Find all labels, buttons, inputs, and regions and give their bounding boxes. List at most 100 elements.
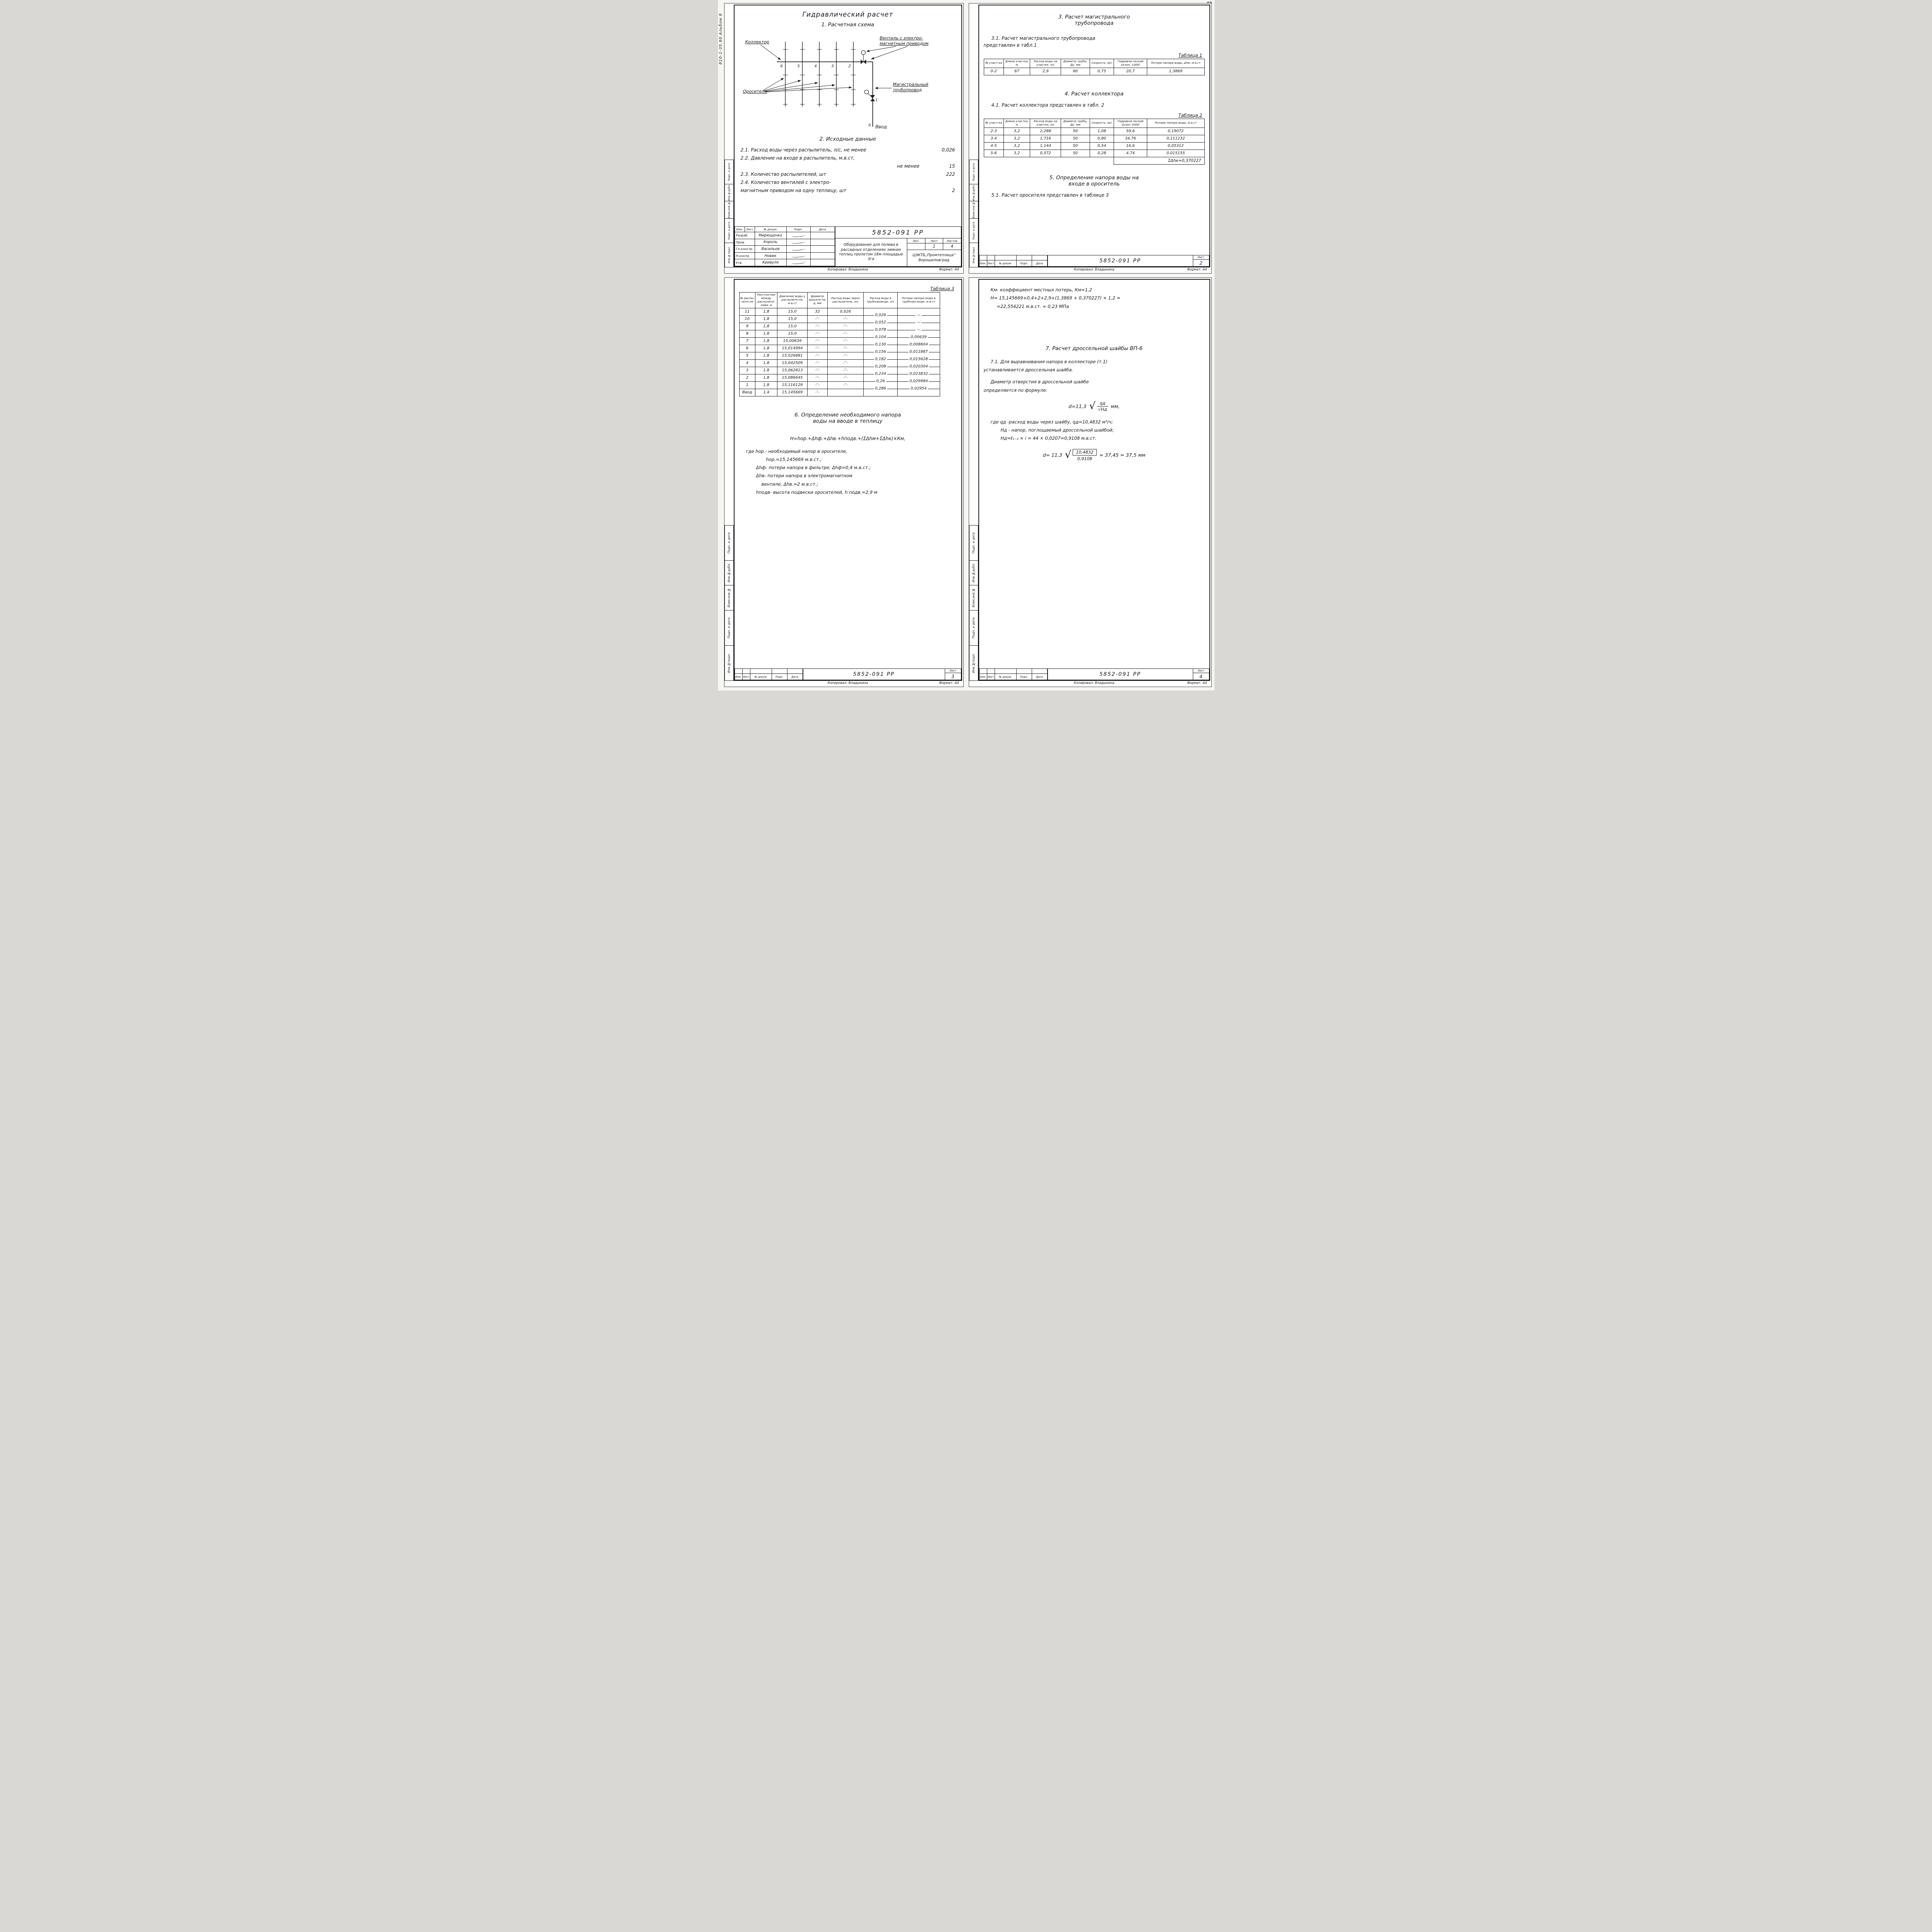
- signature: [786, 252, 811, 260]
- initial-data-list: 2.1. Расход воды через распылитель, л/с,…: [739, 146, 957, 195]
- table-row: Ввод 1,4 15,145669 -″-: [739, 388, 940, 396]
- cell: 1,716: [1030, 134, 1061, 143]
- section5-heading: 5. Определение напора воды на: [1049, 174, 1139, 181]
- cell: 15,0: [777, 322, 808, 330]
- drawing-frame: Таблица 3 № распы-лите-ля Расстоя-ние ме…: [733, 279, 962, 681]
- cell: 1,8: [755, 308, 778, 316]
- cell: 0,023832: [897, 366, 940, 376]
- cell: -″-: [827, 337, 864, 345]
- cell: 2,9: [1030, 67, 1061, 75]
- cell: 1,8: [755, 337, 778, 345]
- cell: 1,3869: [1146, 67, 1205, 75]
- svg-text:0: 0: [868, 123, 871, 128]
- table-header-row: № распы-лите-ля Расстоя-ние между распыл…: [739, 292, 940, 308]
- cell: 5: [739, 352, 756, 360]
- cell: 1,8: [755, 344, 778, 352]
- section6-heading: 6. Определение необходимого напора: [794, 412, 901, 418]
- cell: 15,0: [777, 315, 808, 323]
- section4-heading: 4. Расчет коллектора: [1065, 90, 1124, 97]
- side-stamp: Взам.инв.№: [969, 201, 978, 219]
- cell: 15,00639: [777, 337, 808, 345]
- cell: 0,54: [1089, 142, 1114, 150]
- cell: 3,2: [1003, 127, 1031, 135]
- table-header-row: № участ-ка Длина участка, м Расход воды …: [983, 59, 1205, 68]
- cell: 15,062813: [777, 366, 808, 374]
- orifice-diameter-formula: d=11,3 √ qд √Нд мм,: [1068, 400, 1120, 412]
- table-row: 4-5 3,2 1,144 50 0,54 16,6 0,05312: [983, 142, 1205, 150]
- side-stamp: Подп. и дата: [969, 159, 978, 184]
- cell: 4-5: [983, 142, 1004, 150]
- cell: 1,8: [755, 315, 778, 323]
- cell: 1,8: [755, 322, 778, 330]
- side-stamp: Подп. и дата: [969, 610, 978, 646]
- cell: 67: [1003, 67, 1031, 75]
- sprinkler-leaders: [762, 78, 852, 92]
- sheet-footer: Копировал: Владыкина Формат: А4: [1074, 268, 1207, 272]
- left-margin-stamps: Подп. и дата Инв.№дубл. Взам.инв.№ Подп.…: [724, 278, 734, 681]
- cell: 50: [1061, 134, 1090, 143]
- sheet-footer: Копировал: Владыкина Формат: А4: [827, 268, 959, 272]
- cell: 34,76: [1114, 134, 1147, 143]
- left-margin-stamps: Подп. и дата Инв.№дубл. Взам.инв.№ Подп.…: [969, 278, 978, 681]
- cell: -″-: [807, 330, 828, 338]
- cell: 2-3: [983, 127, 1004, 135]
- sheet-3: Подп. и дата Инв.№дубл. Взам.инв.№ Подп.…: [724, 277, 964, 687]
- side-stamp: Взам.инв.№: [969, 585, 978, 611]
- table-row: 3-4 3,2 1,716 50 0,80 34,76 0,111232: [983, 134, 1205, 143]
- cell: 4: [739, 359, 756, 367]
- side-stamp: Подп. и дата: [724, 159, 734, 184]
- orifice-diameter-calculation: d= 11,3 √ 10,4832 0,9108 = 37,45 ≈ 37,5 м…: [1043, 449, 1146, 461]
- cell: [827, 388, 864, 396]
- cell: 1,144: [1030, 142, 1061, 150]
- cell: 15,086645: [777, 374, 808, 382]
- table-header-row: № участ-ка Длина участка, м Расход воды …: [983, 118, 1205, 128]
- cell: 15,116129: [777, 381, 808, 389]
- cell: 8: [739, 330, 756, 338]
- cell: 15,0: [777, 308, 808, 316]
- side-stamp: Подп. и дата: [724, 610, 734, 646]
- cell: -″-: [827, 374, 864, 382]
- cell: 0,80: [1089, 134, 1114, 143]
- cell: 0,572: [1030, 149, 1061, 157]
- cell: 16,6: [1114, 142, 1147, 150]
- side-stamp: Взам.инв.№: [724, 201, 734, 219]
- signature: [786, 239, 811, 246]
- left-margin-stamps: Подп. и дата Инв.№дубл. Взам.инв.№ Подп.…: [724, 3, 734, 267]
- value: 0,026: [942, 147, 955, 153]
- cell: 1,8: [755, 330, 778, 338]
- cell: 32: [807, 308, 828, 316]
- table3-caption: Таблица 3: [930, 286, 954, 291]
- main-title-block: Изм. Лист № докум. Подп. Дата Разраб. Мир…: [734, 226, 961, 267]
- side-stamp: Инв.№дубл.: [724, 184, 734, 202]
- initial-data-heading: 2. Исходные данные: [819, 136, 876, 142]
- cell: 0,28: [1089, 149, 1114, 157]
- cell: 0,75: [1089, 67, 1114, 75]
- cell: -″-: [827, 359, 864, 367]
- document-title: Гидравлический расчет: [802, 11, 893, 19]
- side-stamp: Инв.№дубл.: [969, 184, 978, 202]
- svg-text:5: 5: [797, 64, 799, 68]
- table-row: 6 1,8 15,014994 -″- -″- 0,156 0,011887: [739, 344, 940, 354]
- cell: 0,111232: [1146, 134, 1205, 143]
- table-row: 2-3 3,2 2,288 50 1,08 59,6 0,19072: [983, 127, 1205, 135]
- value: 222: [946, 172, 955, 177]
- cell: 1,8: [755, 366, 778, 374]
- cell: 60: [1061, 67, 1090, 75]
- cell: 0,015155: [1146, 149, 1205, 157]
- side-stamp: Инв.№подл.: [724, 243, 734, 267]
- cell: 3,2: [1003, 142, 1031, 150]
- cell: 15,026881: [777, 352, 808, 360]
- album-spine-label: 810-1-35.90 Альбом 8: [718, 13, 723, 65]
- sheet-2: Подп. и дата Инв.№дубл. Взам.инв.№ Подп.…: [968, 3, 1212, 274]
- cell: 1,08: [1089, 127, 1114, 135]
- svg-text:4: 4: [814, 64, 816, 68]
- cell: 1,8: [755, 359, 778, 367]
- valve-label-line2: магнитным приводом: [879, 41, 928, 46]
- scheme-heading: 1. Расчетная схема: [821, 22, 874, 28]
- calculation-scheme-diagram: 6 5 4 3 2 1 0 Коллектор Оросители: [743, 36, 928, 129]
- cell: -″-: [827, 352, 864, 360]
- side-stamp: Взам.инв.№: [724, 585, 734, 611]
- cell: Ввод: [739, 388, 756, 396]
- cell: 0-2: [983, 67, 1004, 75]
- cell: 2,288: [1030, 127, 1061, 135]
